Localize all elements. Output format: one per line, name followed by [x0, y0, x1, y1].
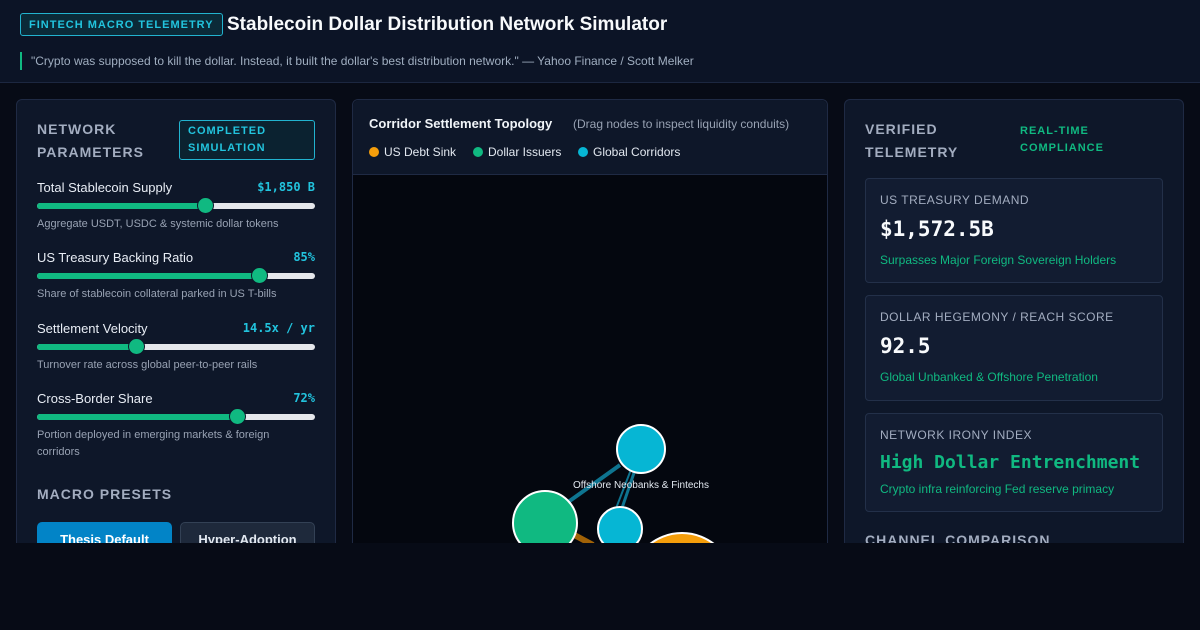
card-title: NETWORK IRONY INDEX — [880, 428, 1032, 442]
compliance-line2: COMPLIANCE — [1020, 142, 1104, 154]
compliance-line1: REAL-TIME — [1020, 125, 1089, 137]
card-subtext: Global Unbanked & Offshore Penetration — [880, 370, 1098, 384]
slider-fill — [37, 344, 136, 350]
panel-title-line2: PARAMETERS — [37, 144, 144, 160]
param-label: US Treasury Backing Ratio — [37, 250, 194, 265]
legend-dot — [578, 147, 588, 157]
card-title: US TREASURY DEMAND — [880, 193, 1030, 207]
main-stage: NETWORK PARAMETERS COMPLETED SIMULATION … — [0, 83, 1200, 543]
param-value: 14.5x / yr — [242, 321, 315, 335]
param-value: $1,850 B — [257, 180, 315, 194]
card-value: 92.5 — [880, 334, 931, 358]
topology-header: Corridor Settlement Topology (Drag nodes… — [353, 100, 827, 175]
conduit-link — [619, 466, 638, 512]
panel-title: NETWORK PARAMETERS — [37, 118, 144, 164]
slider-fill — [37, 273, 260, 279]
topology-graph[interactable]: Offshore Neobanks & Fintechs — [353, 175, 827, 543]
velocity-slider[interactable] — [37, 339, 315, 354]
supply-slider[interactable] — [37, 198, 315, 213]
irony-index-card: NETWORK IRONY INDEX High Dollar Entrench… — [865, 413, 1163, 512]
legend-dot — [473, 147, 483, 157]
presets-title: MACRO PRESETS — [37, 486, 173, 502]
param-label: Settlement Velocity — [37, 321, 148, 336]
slider-thumb[interactable] — [128, 339, 144, 354]
legend-global-corridors: Global Corridors — [578, 145, 680, 159]
hegemony-score-card: DOLLAR HEGEMONY / REACH SCORE 92.5 Globa… — [865, 295, 1163, 401]
backing-ratio-slider[interactable] — [37, 268, 315, 283]
hyper-adoption-button[interactable]: Hyper-Adoption — [180, 522, 315, 543]
conduit-link — [614, 466, 633, 512]
card-subtext: Crypto infra reinforcing Fed reserve pri… — [880, 482, 1115, 496]
slider-thumb[interactable] — [252, 268, 268, 283]
node-global-corridor[interactable] — [597, 506, 643, 543]
card-value: $1,572.5B — [880, 217, 994, 241]
panel-title: VERIFIED TELEMETRY — [865, 118, 958, 164]
slider-fill — [37, 203, 206, 209]
param-description: Share of stablecoin collateral parked in… — [37, 288, 277, 300]
header-badge: FINTECH MACRO TELEMETRY — [20, 13, 223, 36]
topology-title: Corridor Settlement Topology — [369, 116, 553, 131]
page-title: Stablecoin Dollar Distribution Network S… — [227, 14, 668, 35]
status-line2: SIMULATION — [188, 142, 266, 154]
verified-telemetry-panel: VERIFIED TELEMETRY REAL-TIME COMPLIANCE … — [844, 99, 1184, 543]
treasury-demand-card: US TREASURY DEMAND $1,572.5B Surpasses M… — [865, 178, 1163, 283]
topology-subtitle: (Drag nodes to inspect liquidity conduit… — [573, 117, 790, 131]
status-line1: COMPLETED — [188, 125, 267, 137]
slider-thumb[interactable] — [229, 409, 245, 424]
topology-panel: Corridor Settlement Topology (Drag nodes… — [352, 99, 828, 543]
card-value: High Dollar Entrenchment — [880, 452, 1141, 473]
compliance-badge: REAL-TIME COMPLIANCE — [1020, 123, 1104, 157]
legend-us-debt-sink: US Debt Sink — [369, 145, 456, 159]
panel-title-line1: VERIFIED — [865, 121, 938, 137]
panel-title-line2: TELEMETRY — [865, 144, 959, 160]
card-subtext: Surpasses Major Foreign Sovereign Holder… — [880, 253, 1117, 267]
legend-dollar-issuers: Dollar Issuers — [473, 145, 561, 159]
cross-border-slider[interactable] — [37, 409, 315, 424]
param-value: 72% — [293, 391, 315, 405]
header-quote: "Crypto was supposed to kill the dollar.… — [20, 52, 694, 70]
legend-label: US Debt Sink — [384, 145, 457, 159]
slider-fill — [37, 414, 237, 420]
panel-title-line1: NETWORK — [37, 121, 117, 137]
legend-label: Global Corridors — [593, 145, 681, 159]
param-description: Aggregate USDT, USDC & systemic dollar t… — [37, 218, 279, 230]
channel-comparison-title: CHANNEL COMPARISON — [865, 532, 1051, 543]
node-offshore-neobanks[interactable] — [616, 424, 666, 474]
legend-label: Dollar Issuers — [488, 145, 562, 159]
param-description: Portion deployed in emerging markets & f… — [37, 429, 270, 458]
node-label-offshore-neobanks: Offshore Neobanks & Fintechs — [573, 480, 709, 491]
legend-dot — [369, 147, 379, 157]
param-description: Turnover rate across global peer-to-peer… — [37, 359, 258, 371]
app-header: FINTECH MACRO TELEMETRY Stablecoin Dolla… — [0, 0, 1200, 83]
node-dollar-issuer[interactable] — [512, 490, 578, 543]
slider-thumb[interactable] — [198, 198, 214, 213]
node-us-debt-sink[interactable] — [630, 532, 734, 543]
param-value: 85% — [293, 250, 315, 264]
network-parameters-panel: NETWORK PARAMETERS COMPLETED SIMULATION … — [16, 99, 336, 543]
card-title: DOLLAR HEGEMONY / REACH SCORE — [880, 310, 1114, 324]
thesis-default-button[interactable]: Thesis Default — [37, 522, 172, 543]
param-label: Total Stablecoin Supply — [37, 180, 173, 195]
conduit-link — [562, 463, 622, 507]
simulation-status-badge: COMPLETED SIMULATION — [179, 120, 315, 160]
param-label: Cross-Border Share — [37, 391, 153, 406]
